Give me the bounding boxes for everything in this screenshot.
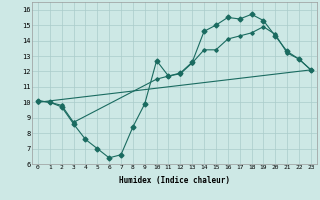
- X-axis label: Humidex (Indice chaleur): Humidex (Indice chaleur): [119, 176, 230, 185]
